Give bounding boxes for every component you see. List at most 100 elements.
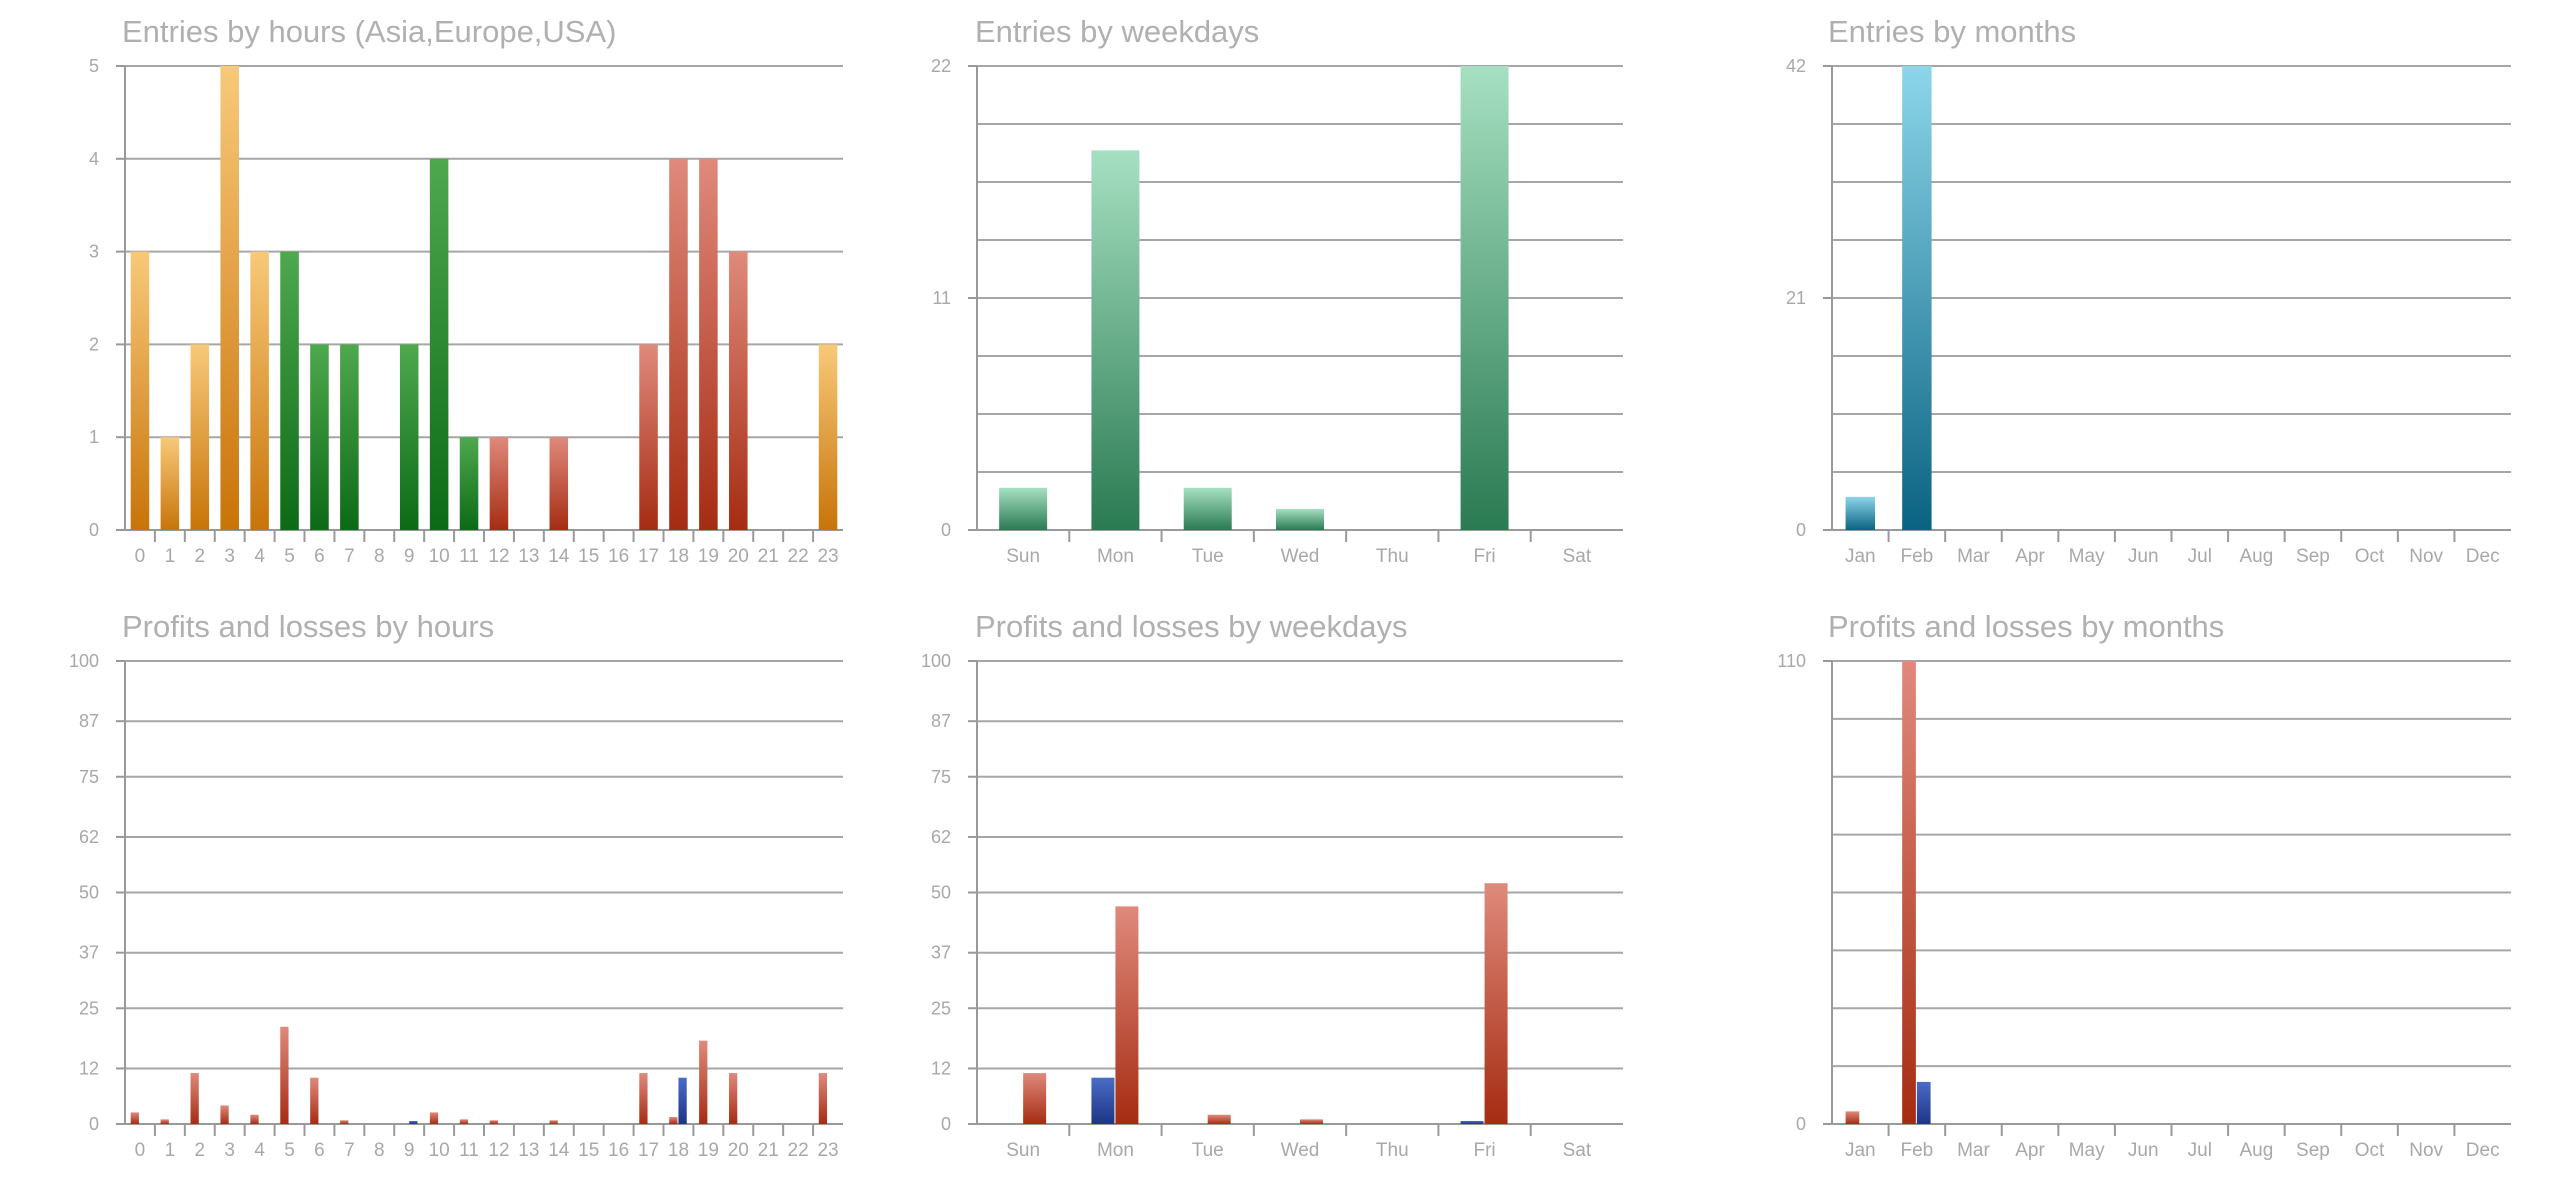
x-tick-label: 11: [459, 1140, 479, 1161]
x-tick-label: 3: [224, 1140, 235, 1161]
profit-bar: [818, 1073, 828, 1124]
profit-bar: [1845, 1111, 1860, 1124]
y-tick-label: 50: [931, 883, 951, 903]
x-tick-label: Jun: [2128, 1140, 2159, 1161]
x-tick-label: 19: [698, 546, 719, 567]
profit-bar: [1484, 883, 1508, 1124]
x-tick-label: May: [2069, 1140, 2105, 1161]
y-tick-label: 110: [1777, 651, 1806, 671]
bar: [280, 251, 299, 530]
x-tick-label: Tue: [1192, 1140, 1224, 1161]
loss-bar: [1091, 1077, 1115, 1124]
profit-bar: [459, 1119, 469, 1124]
x-tick-label: Aug: [2239, 546, 2273, 567]
x-tick-label: Thu: [1376, 546, 1409, 567]
bar: [160, 437, 180, 530]
y-tick-label: 12: [931, 1058, 951, 1078]
bar: [1276, 508, 1324, 530]
profit-bar: [340, 1120, 349, 1124]
y-tick-label: 5: [89, 56, 99, 76]
x-tick-label: 13: [518, 1140, 539, 1161]
x-tick-label: 1: [165, 546, 176, 567]
x-tick-label: 8: [374, 1140, 385, 1161]
x-tick-label: Aug: [2239, 1140, 2273, 1161]
x-tick-label: 4: [254, 1140, 265, 1161]
profits-losses-by-months-chart: Profits and losses by months 0 110 Jan Feb M…: [1706, 595, 2536, 1191]
y-tick-label: 62: [79, 827, 99, 847]
x-tick-label: 14: [548, 1140, 570, 1161]
chart-title: Profits and losses by weekdays: [975, 609, 1408, 644]
x-tick-label: Sep: [2296, 1140, 2330, 1161]
x-tick-label: 2: [195, 1140, 206, 1161]
y-tick-label: 22: [931, 56, 951, 76]
bar: [729, 251, 748, 530]
bar: [1183, 487, 1232, 530]
entries-by-weekdays-chart: Entries by weekdays 0 11 22 Sun Mon Tue Wed Thu…: [853, 0, 1653, 595]
gridlines: [1832, 65, 2511, 531]
y-tick-label: 37: [79, 943, 99, 963]
loss-bar: [1460, 1121, 1484, 1124]
profit-bar: [1902, 661, 1916, 1124]
profit-bar: [639, 1073, 648, 1124]
gridlines: [125, 660, 843, 1125]
bars: [1845, 66, 1932, 530]
y-tick-label: 75: [931, 767, 951, 787]
x-tick-label: 20: [728, 1140, 749, 1161]
y-tick-label: 37: [931, 943, 951, 963]
x-tick-label: Feb: [1901, 546, 1934, 567]
x-tick-label: Thu: [1376, 1140, 1409, 1161]
x-tick-label: Jan: [1845, 1140, 1876, 1161]
bars: [130, 66, 838, 531]
x-tick-label: Mon: [1097, 1140, 1134, 1161]
y-tick-label: 42: [1786, 56, 1806, 76]
bar: [250, 251, 269, 530]
y-tick-label: 4: [89, 149, 99, 169]
x-tick-label: Sep: [2296, 546, 2330, 567]
x-tick-label: 15: [578, 1140, 599, 1161]
profit-bar: [669, 1117, 678, 1124]
y-tick-label: 0: [941, 1114, 951, 1134]
bar: [699, 158, 718, 531]
bar: [999, 487, 1048, 530]
loss-bar: [1916, 1081, 1931, 1124]
profit-bar: [729, 1073, 738, 1124]
profit-bar: [220, 1105, 229, 1124]
profit-bar: [190, 1073, 199, 1124]
bar: [1902, 66, 1932, 530]
x-tick-label: Nov: [2409, 546, 2443, 567]
bar: [489, 437, 509, 530]
x-tick-label: 0: [135, 1140, 146, 1161]
y-tick-label: 25: [79, 998, 99, 1018]
profit-bar: [1300, 1119, 1323, 1124]
y-tick-label: 50: [79, 883, 99, 903]
chart-plot: 0 12 25 37 50 62 75 87 100 Sun Mon Tue Wed Thu Fri Sat: [921, 651, 1623, 1161]
x-tick-label: 4: [254, 546, 265, 567]
y-tick-label: 11: [932, 288, 951, 308]
bars: [1845, 661, 1931, 1124]
x-tick-label: Dec: [2466, 1140, 2500, 1161]
x-tick-label: 12: [488, 1140, 509, 1161]
chart-title: Profits and losses by months: [1828, 609, 2225, 644]
y-tick-label: 0: [89, 1114, 99, 1134]
profit-bar: [489, 1120, 498, 1124]
x-tick-label: Mon: [1097, 546, 1134, 567]
bar: [130, 251, 150, 530]
chart-plot: 0 11 22 Sun Mon Tue Wed Thu Fri Sat: [931, 56, 1623, 567]
x-tick-label: 15: [578, 546, 599, 567]
x-tick-label: 5: [284, 1140, 295, 1161]
chart-title: Profits and losses by hours: [122, 609, 495, 644]
x-tick-label: Mar: [1957, 546, 1990, 567]
x-tick-label: 16: [608, 1140, 629, 1161]
profit-bar: [250, 1114, 259, 1124]
x-tick-label: 23: [817, 546, 838, 567]
profit-bar: [160, 1119, 169, 1124]
x-tick-label: Jul: [2188, 546, 2212, 567]
chart-plot: 0 110 Jan Feb Mar Apr May Jun Jul Aug Sep Oct Nov Dec: [1777, 651, 2511, 1161]
x-tick-label: 0: [135, 546, 146, 567]
entries-by-months-chart: Entries by months 0 21 42 Jan Feb Mar Apr May Ju…: [1706, 0, 2536, 595]
x-tick-label: Sat: [1563, 546, 1592, 567]
x-tick-label: 7: [344, 1140, 355, 1161]
